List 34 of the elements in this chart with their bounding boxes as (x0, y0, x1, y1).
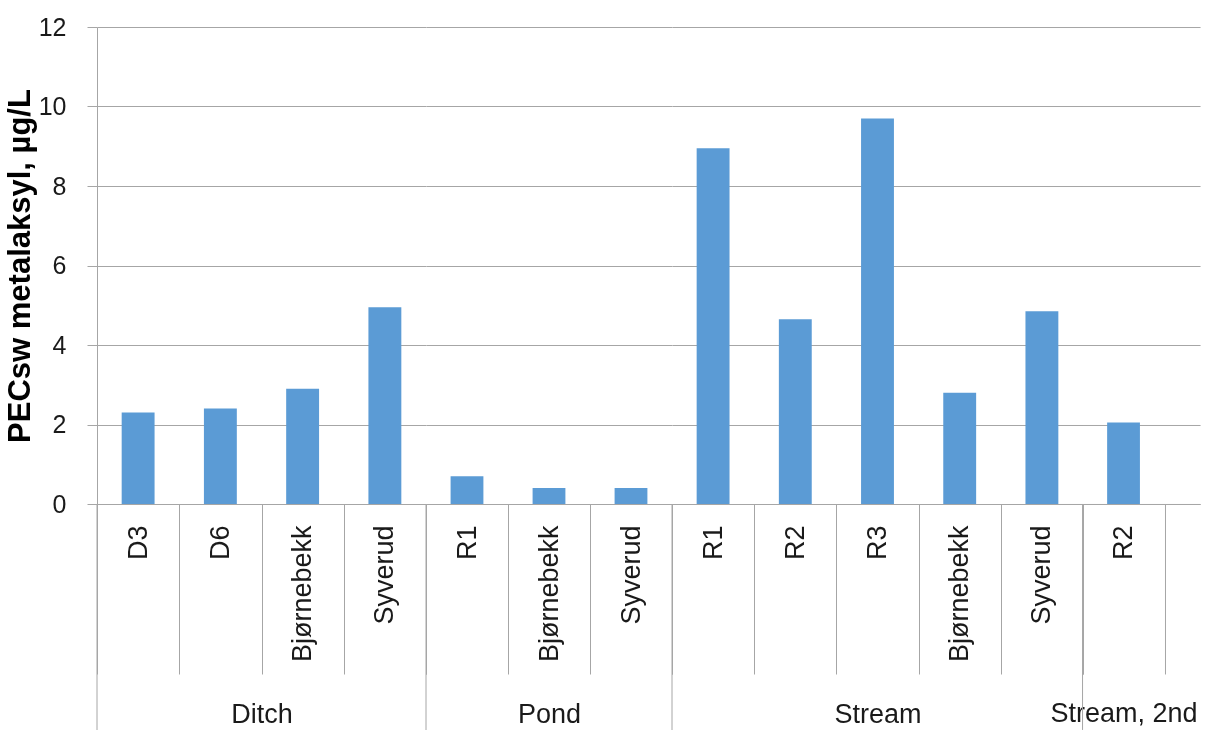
x-axis-title: Ditch (231, 698, 293, 729)
y-tick-label: 10 (38, 92, 67, 120)
bar (203, 408, 237, 504)
x-tick-label: R2 (779, 525, 810, 561)
x-axis-title: Pond (517, 698, 582, 729)
y-tick-label: 2 (52, 410, 67, 438)
x-tick-label: R1 (451, 525, 482, 561)
x-tick-label: R1 (697, 525, 728, 561)
y-tick-label: 4 (52, 330, 67, 359)
bar (861, 118, 894, 504)
y-tick-label: 12 (38, 12, 67, 41)
x-tick-label: D3 (122, 525, 153, 561)
y-tick-label: 0 (52, 489, 67, 518)
bar (1025, 311, 1059, 504)
bar (121, 412, 155, 504)
bar (696, 148, 730, 504)
x-tick-label: R3 (862, 525, 892, 561)
x-tick-label: Syverud (369, 525, 400, 625)
x-tick-label: Bjørnebekk (287, 525, 318, 663)
bar (778, 319, 812, 504)
x-axis-title: Stream, 2nd (1050, 698, 1198, 729)
x-tick-label: Bjørnebekk (533, 525, 564, 663)
y-axis-title: PECsw metalaksyl, µg/L (1, 89, 37, 443)
x-tick-label: Syverud (1026, 525, 1057, 625)
x-axis-title: Stream (834, 698, 922, 729)
x-tick-label: Bjørnebekk (944, 525, 975, 663)
y-tick-label: 8 (52, 171, 67, 200)
y-tick-label: 6 (52, 251, 67, 279)
bar (286, 388, 320, 504)
x-tick-label: R2 (1108, 525, 1139, 560)
bar (943, 392, 977, 504)
x-tick-label: D6 (204, 525, 235, 561)
x-tick-label: Syverud (615, 525, 646, 625)
bar (368, 307, 402, 504)
